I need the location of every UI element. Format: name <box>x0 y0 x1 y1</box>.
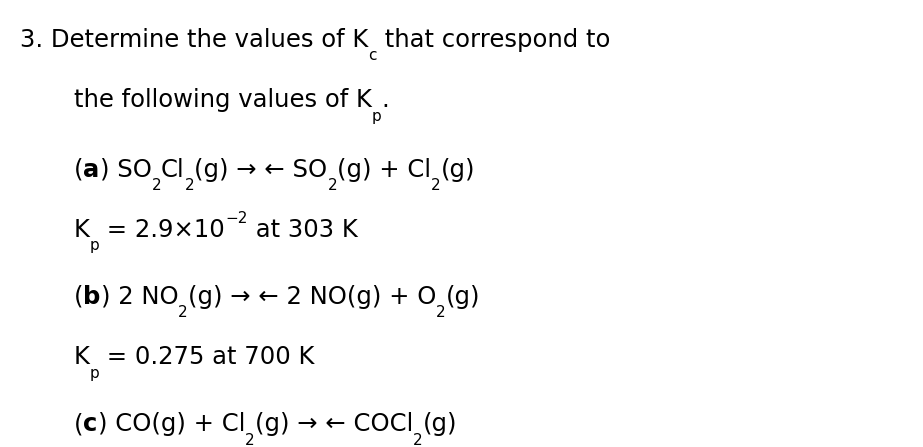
Text: (: ( <box>74 157 83 181</box>
Text: Cl: Cl <box>162 157 185 181</box>
Text: = 0.275 at 700 K: = 0.275 at 700 K <box>100 345 315 369</box>
Text: c: c <box>368 48 378 63</box>
Text: 2: 2 <box>328 178 337 193</box>
Text: c: c <box>83 412 98 436</box>
Text: b: b <box>83 285 101 309</box>
Text: 2: 2 <box>185 178 195 193</box>
Text: ) SO: ) SO <box>100 157 151 181</box>
Text: the following values of K: the following values of K <box>74 88 372 112</box>
Text: 2: 2 <box>245 433 255 447</box>
Text: .: . <box>381 88 390 112</box>
Text: 2: 2 <box>178 305 188 320</box>
Text: (g): (g) <box>440 157 475 181</box>
Text: a: a <box>83 157 100 181</box>
Text: (g) → ← COCl: (g) → ← COCl <box>255 412 413 436</box>
Text: (: ( <box>74 412 83 436</box>
Text: ) 2 NO: ) 2 NO <box>101 285 178 309</box>
Text: (g): (g) <box>446 285 481 309</box>
Text: (g): (g) <box>423 412 457 436</box>
Text: p: p <box>90 238 100 253</box>
Text: (g) + Cl: (g) + Cl <box>337 157 431 181</box>
Text: (: ( <box>74 285 83 309</box>
Text: K: K <box>74 345 90 369</box>
Text: 3. Determine the values of K: 3. Determine the values of K <box>20 28 368 52</box>
Text: at 303 K: at 303 K <box>247 218 357 242</box>
Text: = 2.9×10: = 2.9×10 <box>100 218 225 242</box>
Text: that correspond to: that correspond to <box>378 28 610 52</box>
Text: p: p <box>90 366 100 381</box>
Text: −2: −2 <box>225 211 247 226</box>
Text: (g) → ← 2 NO(g) + O: (g) → ← 2 NO(g) + O <box>188 285 437 309</box>
Text: (g) → ← SO: (g) → ← SO <box>195 157 328 181</box>
Text: 2: 2 <box>437 305 446 320</box>
Text: p: p <box>372 109 381 124</box>
Text: K: K <box>74 218 90 242</box>
Text: 2: 2 <box>431 178 440 193</box>
Text: 2: 2 <box>413 433 423 447</box>
Text: 2: 2 <box>151 178 162 193</box>
Text: ) CO(g) + Cl: ) CO(g) + Cl <box>98 412 245 436</box>
